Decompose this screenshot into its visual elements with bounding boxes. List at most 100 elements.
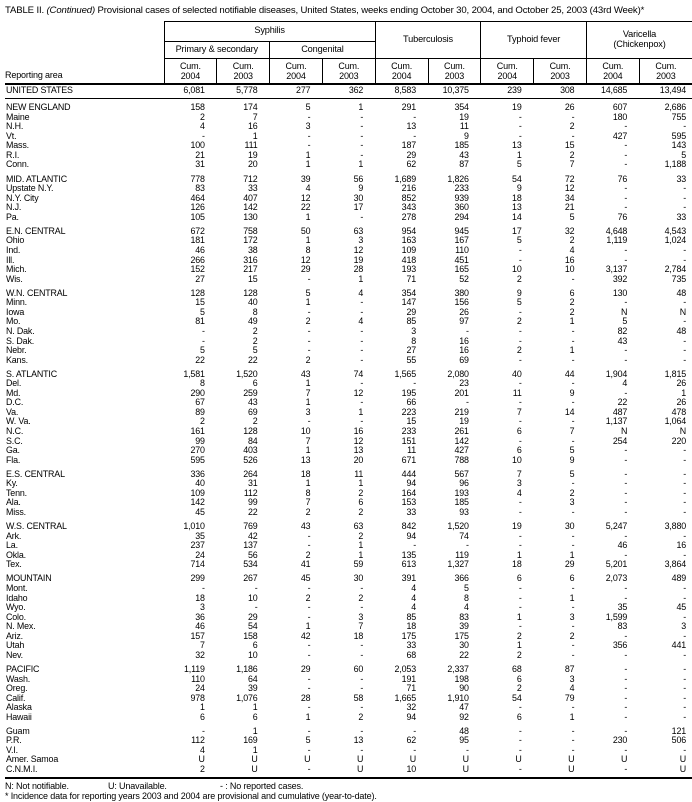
value-cell: 237 [190, 541, 205, 551]
value-cell: 1 [200, 703, 205, 713]
value-cell: - [466, 541, 469, 551]
value-cell: 89 [195, 407, 205, 417]
value-cell: 7 [305, 436, 311, 446]
value-cell: 219 [454, 407, 469, 417]
value-cell: 35 [617, 603, 628, 613]
table-row: Ohio 181 172 1 3 163 167 5 2 1,119 1,024 [5, 236, 692, 246]
value-cell: 50 [300, 226, 311, 236]
table-row: N.C. 161 128 10 16 233 261 6 7 N N [5, 427, 692, 437]
value-cell: 672 [190, 226, 205, 236]
value-cell: 40 [195, 479, 205, 489]
value-cell: - [307, 603, 311, 613]
table-row: Iowa 5 8 - - 29 26 - 2 N N [5, 308, 692, 318]
value-cell: 30 [564, 522, 575, 532]
value-cell: - [518, 255, 522, 265]
value-cell: 1,665 [394, 693, 417, 703]
table-row: S. ATLANTIC 1,581 1,520 43 74 1,565 2,080 40 44 1… [5, 370, 692, 380]
value-cell: 2 [358, 531, 364, 541]
value-cell: 36 [195, 612, 205, 622]
value-cell: - [571, 398, 575, 408]
value-cell: - [518, 726, 522, 736]
value-cell: 180 [612, 112, 628, 122]
value-cell: 595 [190, 455, 205, 465]
table-row: S.C. 99 84 7 12 151 142 - - 254 220 [5, 437, 692, 447]
value-cell: 464 [190, 193, 205, 203]
table-row: Miss. 45 22 2 2 33 93- - - - [5, 508, 692, 518]
value-cell: 366 [454, 574, 469, 584]
value-cell: 10,375 [428, 83, 481, 99]
value-cell: 2 [252, 326, 258, 336]
value-cell: 42 [300, 631, 311, 641]
value-cell: 1,119 [183, 664, 205, 674]
value-cell: 735 [671, 274, 687, 284]
value-cell: - [571, 336, 575, 346]
value-cell: U [679, 755, 687, 765]
value-cell: 172 [243, 236, 258, 246]
value-cell: 316 [243, 255, 258, 265]
value-cell: 758 [243, 226, 258, 236]
value-cell: 5 [252, 346, 258, 356]
value-cell: 112 [191, 736, 205, 746]
table-row: W.N. CENTRAL 128 128 5 4 354 380 9 6 130 48 [5, 289, 692, 299]
footnote-no-cases: - : No reported cases. [220, 780, 304, 791]
value-cell: 14 [564, 407, 575, 417]
cum-label: Cum. [179, 60, 201, 71]
year-label: 2004 [391, 70, 412, 81]
value-cell: 30 [353, 193, 364, 203]
value-cell: 9 [569, 388, 575, 398]
value-cell: - [360, 684, 364, 694]
value-cell: 31 [195, 160, 205, 170]
year-label: 2003 [233, 70, 253, 81]
value-cell: 6 [200, 712, 205, 722]
value-cell: 6,081 [164, 83, 217, 99]
reporting-area-cell: PACIFIC [6, 664, 40, 674]
value-cell: 33 [406, 507, 417, 517]
value-cell: - [360, 112, 364, 122]
table-row: Ariz. 157 158 42 18 175 175 2 2 - - [5, 632, 692, 642]
cum-label: Cum. [496, 60, 518, 71]
table-row: C.N.M.I. 2 U - U 10 U - U - U [5, 765, 692, 779]
value-cell: 11 [512, 388, 522, 398]
value-cell: 56 [248, 550, 258, 560]
reporting-area-cell: Vt. [6, 131, 17, 141]
value-cell: 354 [454, 103, 469, 113]
value-cell: 356 [612, 641, 628, 651]
value-cell: - [683, 507, 687, 517]
value-cell: 157 [190, 631, 205, 641]
reporting-area-cell: N. Mex. [6, 622, 36, 632]
value-cell: 7 [305, 498, 311, 508]
value-cell: 19 [459, 417, 469, 427]
value-cell: - [683, 703, 687, 713]
reporting-area-cell: Upstate N.Y. [6, 184, 54, 194]
value-cell: 94 [406, 479, 417, 489]
value-cell: 110 [455, 245, 469, 255]
value-cell: - [518, 417, 522, 427]
value-cell: 487 [612, 407, 628, 417]
reporting-area-cell: E.S. CENTRAL [6, 469, 65, 479]
value-cell: 18 [512, 193, 522, 203]
value-cell: 161 [190, 427, 205, 437]
value-cell: - [571, 274, 575, 284]
value-cell: 27 [195, 274, 205, 284]
table-row: Ill. 266 316 12 19 418 451 - 16 - - [5, 256, 692, 266]
value-cell: - [624, 479, 628, 489]
reporting-area-cell: Ohio [6, 236, 25, 246]
value-cell: - [201, 326, 205, 336]
value-cell: 30 [353, 574, 364, 584]
table-row: Del. 8 6 1 - - 23 - - 4 26 [5, 379, 692, 389]
value-cell: 15 [248, 274, 258, 284]
value-cell: - [683, 203, 687, 213]
value-cell: - [571, 541, 575, 551]
reporting-area-cell: Tex. [6, 560, 22, 570]
value-cell: 489 [671, 574, 687, 584]
value-cell: 769 [243, 522, 258, 532]
value-cell: 4 [516, 488, 522, 498]
value-cell: 69 [459, 355, 469, 365]
value-cell: 82 [617, 326, 628, 336]
year-label: 2003 [656, 70, 676, 81]
value-cell: - [624, 712, 628, 722]
table-row: N.H. 4 16 3 - 13 11 - 2 - - [5, 122, 692, 132]
value-cell: 43 [300, 369, 311, 379]
value-cell: 109 [190, 488, 205, 498]
value-cell: 2 [358, 712, 364, 722]
